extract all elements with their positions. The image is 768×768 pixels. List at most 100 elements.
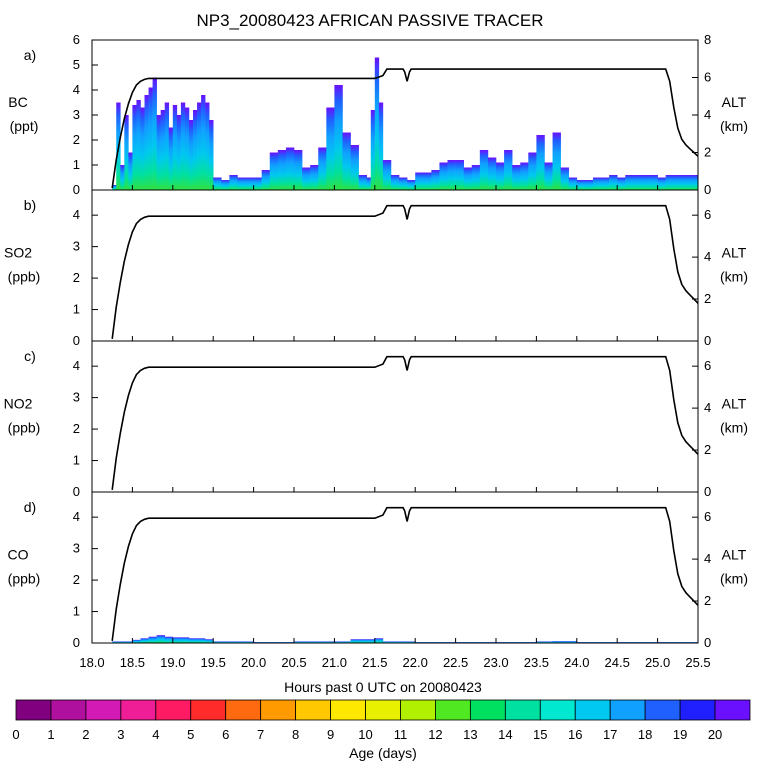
age-column	[544, 162, 553, 190]
y2-axis-unit: (km)	[720, 571, 748, 587]
colorbar-tick-label: 19	[673, 727, 687, 742]
age-column	[479, 150, 489, 190]
colorbar-swatch	[50, 699, 87, 721]
age-column	[160, 110, 166, 190]
age-column	[665, 175, 675, 190]
panel-label: b)	[24, 197, 36, 213]
colorbar-swatch	[295, 699, 331, 721]
y-tick-label: 2	[73, 421, 80, 436]
age-column	[649, 175, 658, 190]
y2-tick-label: 2	[704, 442, 711, 457]
y2-axis-unit: (km)	[720, 118, 748, 134]
age-column	[625, 175, 634, 190]
age-column	[197, 102, 202, 190]
colorbar-tick-label: 16	[568, 727, 582, 742]
y2-tick-label: 6	[704, 70, 711, 85]
x-axis: 18.0 18.5 19.0 19.5 20.0 20.5 21.0 21.5 22.0 22.5…	[79, 655, 710, 670]
age-column	[463, 167, 473, 190]
age-column	[358, 175, 368, 190]
age-column	[176, 115, 182, 190]
x-tick-label: 25.0	[645, 655, 670, 670]
y-tick-label: 2	[73, 132, 80, 147]
age-column	[382, 160, 392, 190]
y-tick-label: 4	[73, 82, 80, 97]
age-column	[520, 162, 529, 190]
panel-frame	[91, 491, 699, 644]
y2-axis-label: ALT	[722, 396, 747, 412]
age-column	[180, 102, 186, 190]
colorbar-swatch	[400, 699, 436, 721]
age-column	[140, 638, 149, 643]
colorbar-label: Age (days)	[349, 745, 417, 761]
x-tick-label: 22.5	[443, 655, 468, 670]
y-tick-label: 2	[73, 270, 80, 285]
altitude-line	[111, 355, 699, 491]
colorbar-tick-label: 11	[394, 727, 408, 742]
age-column	[253, 177, 262, 190]
y2-tick-label: 0	[704, 635, 711, 650]
colorbar-swatch	[15, 699, 52, 721]
age-column	[487, 157, 497, 190]
age-column	[148, 636, 157, 643]
x-tick-label: 23.0	[483, 655, 508, 670]
y2-tick-label: 0	[704, 484, 711, 499]
colorbar-swatch	[574, 699, 611, 721]
panel-3: 0 1 2 3 4 0 2 4 6 c) NO2 (ppb) ALT (km)	[4, 340, 748, 499]
age-column	[156, 115, 161, 190]
age-column	[390, 175, 400, 190]
y2-tick-label: 6	[704, 509, 711, 524]
age-column	[447, 160, 456, 190]
age-column	[681, 175, 691, 190]
chart-title: NP3_20080423 AFRICAN PASSIVE TRACER	[196, 11, 543, 30]
y2-tick-label: 4	[704, 249, 711, 264]
y2-axis-label: ALT	[722, 245, 747, 261]
colorbar-swatch	[469, 699, 506, 721]
y2-tick-label: 4	[704, 400, 711, 415]
age-column	[657, 177, 666, 190]
age-column	[302, 167, 311, 190]
age-area-series	[112, 57, 699, 190]
y-tick-label: 3	[73, 239, 80, 254]
panel-label: a)	[24, 47, 36, 63]
colorbar: 0 1 2 3 4 5 6 7 8 9 10 11 12 13 14 15 16 17 18 19 20	[12, 699, 751, 742]
y-axis-unit: (ppb)	[8, 571, 41, 587]
y-tick-label: 1	[73, 453, 80, 468]
age-column	[374, 638, 384, 643]
y-tick-label: 3	[73, 107, 80, 122]
y-tick-label: 2	[73, 572, 80, 587]
age-column	[334, 641, 351, 643]
panel-2: 0 1 2 3 4 0 2 4 6 b) SO2 (ppb) ALT (km)	[4, 189, 748, 348]
y-axis-label: CO	[8, 547, 29, 563]
colorbar-tick-label: 17	[603, 727, 617, 742]
age-column	[439, 162, 448, 190]
age-column	[294, 150, 303, 190]
age-column	[140, 107, 145, 190]
colorbar-swatch	[190, 699, 227, 721]
y-axis-label: BC	[8, 94, 27, 110]
age-column	[124, 115, 129, 190]
age-column	[584, 180, 594, 190]
age-column	[633, 175, 642, 190]
y-tick-label: 4	[73, 207, 80, 222]
y-tick-label: 5	[73, 57, 80, 72]
age-column	[431, 170, 440, 190]
y-tick-label: 0	[73, 484, 80, 499]
age-column	[617, 177, 626, 190]
x-tick-label: 21.0	[322, 655, 347, 670]
colorbar-swatch	[365, 699, 401, 721]
colorbar-swatch	[644, 699, 681, 721]
age-column	[112, 641, 133, 643]
x-tick-label: 24.0	[564, 655, 589, 670]
age-column	[205, 639, 214, 643]
age-column	[205, 102, 210, 190]
age-column	[415, 172, 424, 190]
age-column	[172, 105, 178, 190]
age-column	[229, 175, 238, 190]
colorbar-tick-label: 20	[708, 727, 722, 742]
x-tick-label: 25.5	[685, 655, 710, 670]
panel-label: d)	[24, 499, 36, 515]
panels: 0 1 2 3 4 5 6 0 2 4 6 8 a) BC (ppt) ALT (km) 0 1 2 3 4 0 2 4 6 b) S…	[4, 32, 748, 650]
y-tick-label: 1	[73, 604, 80, 619]
age-column	[188, 120, 194, 190]
